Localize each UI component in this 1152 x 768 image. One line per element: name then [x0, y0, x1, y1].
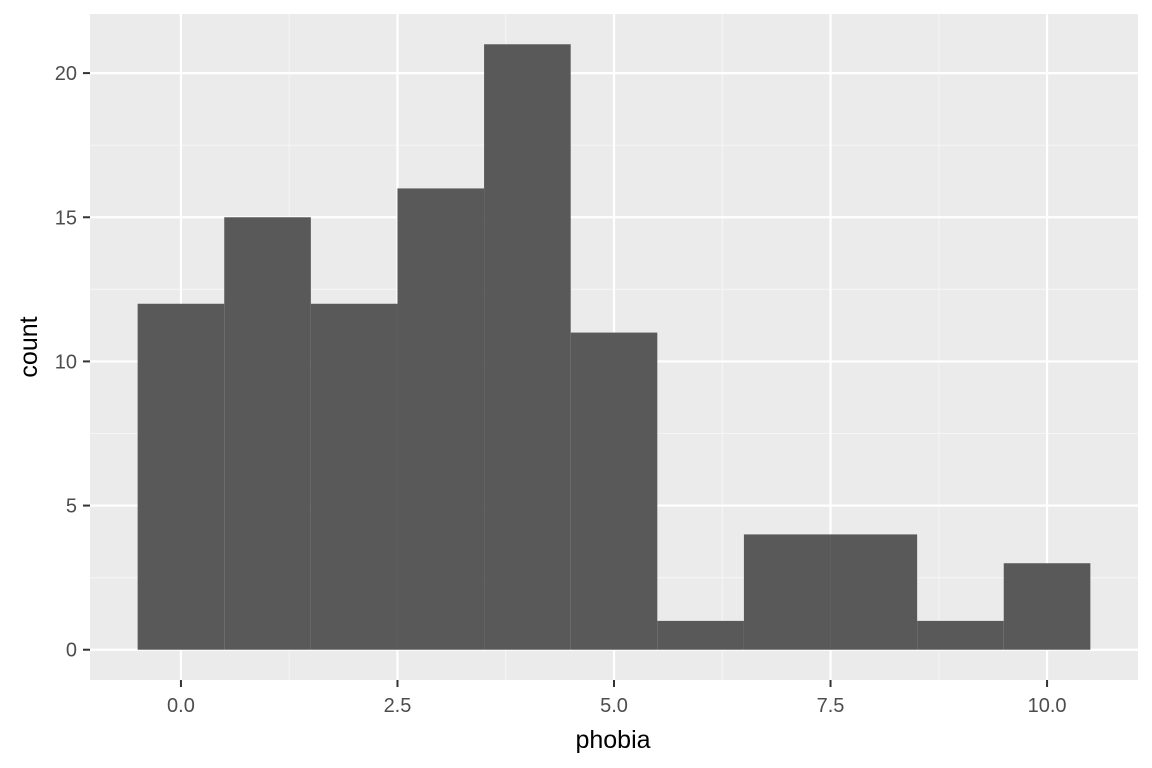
histogram-bar	[224, 217, 311, 650]
x-axis: 0.0 2.5 5.0 7.5 10.0	[167, 680, 1067, 717]
histogram-bar	[917, 620, 1004, 650]
histogram-bar	[743, 534, 831, 650]
y-tick-label: 10	[55, 351, 77, 373]
x-tick-label: 10.0	[1028, 695, 1067, 717]
histogram-bar	[484, 44, 571, 650]
x-tick-label: 2.5	[384, 695, 412, 717]
y-axis-title: count	[15, 316, 43, 377]
histogram-bar	[570, 332, 658, 650]
y-tick-label: 20	[55, 63, 77, 85]
x-tick-label: 0.0	[167, 695, 195, 717]
y-axis: 0 5 10 15 20	[55, 63, 90, 662]
histogram-bar	[397, 188, 485, 650]
histogram-bar	[1003, 563, 1091, 650]
histogram-bars	[137, 44, 1091, 650]
y-tick-label: 5	[66, 496, 77, 518]
x-tick-label: 7.5	[817, 695, 845, 717]
y-tick-label: 15	[55, 207, 77, 229]
histogram-bar	[830, 534, 918, 650]
histogram-bar	[137, 303, 225, 650]
y-tick-label: 0	[66, 640, 77, 662]
x-axis-title: phobia	[575, 726, 650, 754]
histogram-bar	[310, 303, 398, 650]
x-tick-label: 5.0	[600, 695, 628, 717]
histogram-bar	[657, 620, 744, 650]
